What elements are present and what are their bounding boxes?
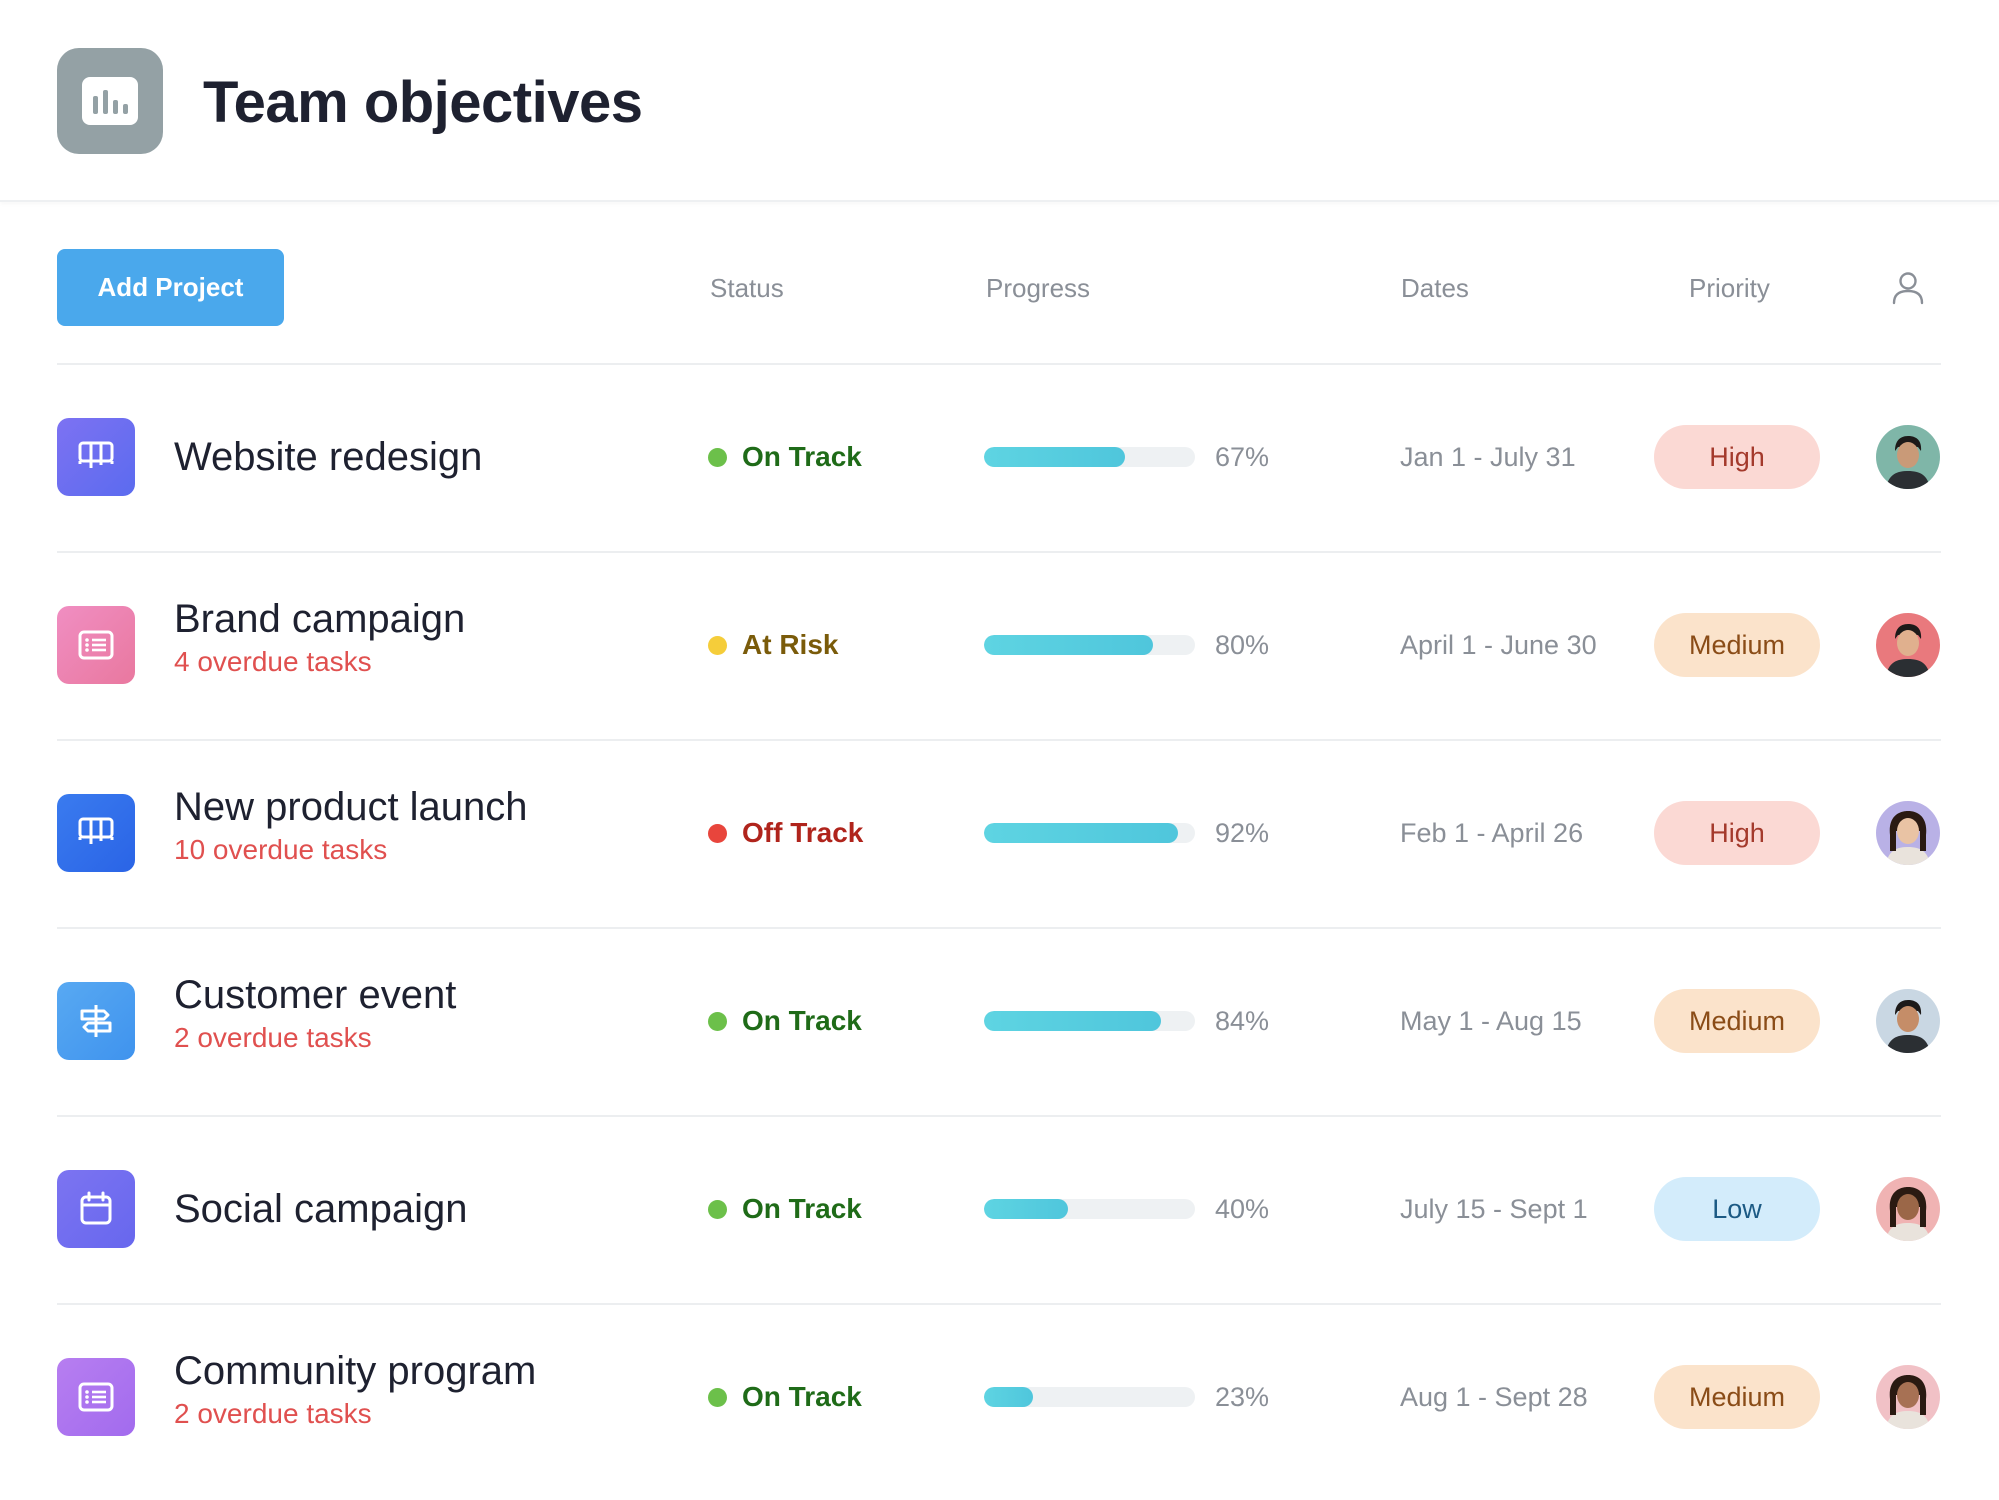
assignee-avatar[interactable] [1876,425,1940,489]
status-badge[interactable]: On Track [708,1004,862,1038]
status-badge[interactable]: On Track [708,1192,862,1226]
assignee-avatar[interactable] [1876,613,1940,677]
project-dates[interactable]: July 15 - Sept 1 [1400,1194,1588,1224]
project-name[interactable]: Website redesign [174,435,483,479]
progress-percent: 92% [1215,818,1270,848]
project-row[interactable]: New product launch 10 overdue tasks Off Tr… [0,739,1999,927]
progress-bar [984,1011,1195,1031]
progress-percent: 67% [1215,442,1270,472]
progress-bar [984,1199,1195,1219]
page-header: Team objectives [0,0,1999,202]
status-dot-icon [708,823,727,843]
progress-percent: 23% [1215,1382,1270,1412]
column-header-dates[interactable]: Dates [1401,273,1469,303]
assignee-avatar[interactable] [1876,989,1940,1053]
progress-fill [984,1011,1162,1031]
progress-percent: 80% [1215,630,1270,660]
project-name[interactable]: Social campaign [174,1187,468,1231]
row-divider [57,1303,1941,1305]
status-label: On Track [742,441,862,472]
status-dot-icon [708,1011,727,1031]
status-badge[interactable]: On Track [708,440,862,474]
status-label: On Track [742,1193,862,1224]
column-header-status[interactable]: Status [710,273,784,303]
status-label: On Track [742,1005,862,1036]
progress-fill [984,635,1153,655]
status-dot-icon [708,1387,727,1407]
list-icon [57,606,135,684]
overdue-tasks[interactable]: 4 overdue tasks [174,646,372,677]
progress-fill [984,1387,1033,1407]
project-name[interactable]: New product launch [174,785,528,829]
progress-fill [984,1199,1069,1219]
project-name[interactable]: Customer event [174,973,457,1017]
overdue-tasks[interactable]: 2 overdue tasks [174,1022,372,1053]
column-header-priority[interactable]: Priority [1689,273,1770,303]
calendar-icon [57,1170,135,1248]
assignee-avatar[interactable] [1876,801,1940,865]
progress-bar [984,1387,1195,1407]
signpost-icon [57,982,135,1060]
add-project-button[interactable]: Add Project [57,249,284,326]
progress-fill [984,823,1179,843]
priority-badge[interactable]: Medium [1654,1365,1820,1429]
column-header-progress[interactable]: Progress [986,273,1091,303]
status-label: At Risk [742,629,839,660]
progress-bar [984,823,1195,843]
project-dates[interactable]: May 1 - Aug 15 [1400,1006,1582,1036]
project-dates[interactable]: Jan 1 - July 31 [1400,442,1576,472]
project-dates[interactable]: Feb 1 - April 26 [1400,818,1584,848]
bar-chart-icon [57,48,163,154]
project-row[interactable]: Community program 2 overdue tasks On Track… [0,1303,1999,1491]
row-divider [57,927,1941,929]
header-divider [57,363,1941,365]
priority-badge[interactable]: Medium [1654,989,1820,1053]
status-dot-icon [708,1199,727,1219]
progress-percent: 40% [1215,1194,1270,1224]
status-label: Off Track [742,817,864,848]
page-title: Team objectives [203,70,643,135]
project-row[interactable]: Website redesign On Track 67% Jan 1 - July … [0,363,1999,551]
assignee-avatar[interactable] [1876,1177,1940,1241]
priority-badge[interactable]: Medium [1654,613,1820,677]
project-row[interactable]: Brand campaign 4 overdue tasks At Risk 80% A… [0,551,1999,739]
row-divider [57,551,1941,553]
priority-badge[interactable]: High [1654,425,1820,489]
project-name[interactable]: Community program [174,1349,537,1393]
overdue-tasks[interactable]: 10 overdue tasks [174,834,388,865]
overdue-tasks[interactable]: 2 overdue tasks [174,1398,372,1429]
progress-bar [984,447,1195,467]
status-badge[interactable]: On Track [708,1380,862,1414]
list-icon [57,1358,135,1436]
status-label: On Track [742,1381,862,1412]
progress-percent: 84% [1215,1006,1270,1036]
project-dates[interactable]: April 1 - June 30 [1400,630,1597,660]
project-row[interactable]: Social campaign On Track 40% July 15 - Sept… [0,1115,1999,1303]
board-icon [57,794,135,872]
status-dot-icon [708,635,727,655]
status-dot-icon [708,447,727,467]
board-icon [57,418,135,496]
status-badge[interactable]: Off Track [708,816,863,850]
priority-badge[interactable]: Low [1654,1177,1820,1241]
progress-bar [984,635,1195,655]
assignee-avatar[interactable] [1876,1365,1940,1429]
person-icon[interactable] [1890,270,1926,306]
progress-fill [984,447,1126,467]
project-name[interactable]: Brand campaign [174,597,466,641]
project-row[interactable]: Customer event 2 overdue tasks On Track 84%… [0,927,1999,1115]
row-divider [57,1115,1941,1117]
row-divider [57,739,1941,741]
project-dates[interactable]: Aug 1 - Sept 28 [1400,1382,1588,1412]
priority-badge[interactable]: High [1654,801,1820,865]
status-badge[interactable]: At Risk [708,628,838,662]
